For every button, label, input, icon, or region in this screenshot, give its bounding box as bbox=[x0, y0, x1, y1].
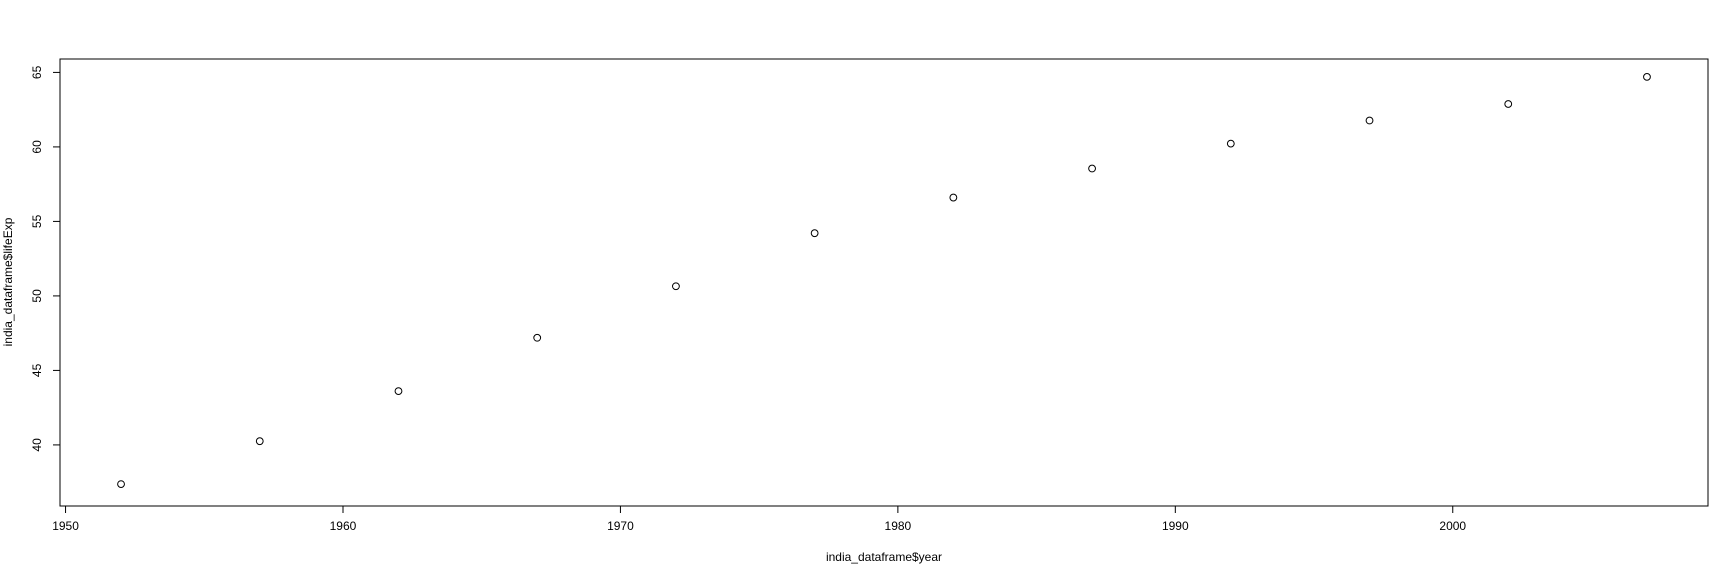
data-point bbox=[1088, 164, 1096, 173]
y-tick-label: 45 bbox=[30, 363, 44, 377]
data-point bbox=[949, 193, 958, 202]
x-tick-label: 1980 bbox=[885, 519, 912, 533]
x-tick-label: 1990 bbox=[1162, 519, 1189, 533]
data-point bbox=[1504, 100, 1513, 108]
data-point bbox=[117, 480, 125, 488]
data-points bbox=[117, 72, 1651, 488]
data-point bbox=[672, 282, 680, 291]
y-axis-title: india_dataframe$lifeExp bbox=[1, 217, 15, 346]
data-point bbox=[255, 437, 264, 446]
data-point bbox=[1643, 72, 1651, 81]
y-axis: 40 45 50 55 60 65 bbox=[30, 65, 61, 452]
data-point bbox=[1226, 139, 1235, 148]
data-point bbox=[394, 387, 403, 396]
x-tick-label: 1950 bbox=[52, 519, 79, 533]
data-point bbox=[533, 333, 542, 342]
data-point bbox=[810, 229, 819, 238]
x-axis: 1950 1960 1970 1980 1990 2000 bbox=[52, 505, 1466, 533]
x-axis-title: india_dataframe$year bbox=[826, 550, 942, 564]
plot-frame bbox=[59, 58, 1709, 507]
x-tick-label: 1960 bbox=[330, 519, 357, 533]
y-tick-label: 60 bbox=[30, 140, 44, 154]
y-tick-label: 50 bbox=[30, 289, 44, 303]
data-point bbox=[1365, 116, 1374, 125]
y-tick-label: 40 bbox=[30, 438, 44, 452]
y-tick-label: 55 bbox=[30, 214, 44, 228]
y-tick-label: 65 bbox=[30, 65, 44, 79]
x-tick-label: 1970 bbox=[607, 519, 634, 533]
x-tick-label: 2000 bbox=[1439, 519, 1466, 533]
